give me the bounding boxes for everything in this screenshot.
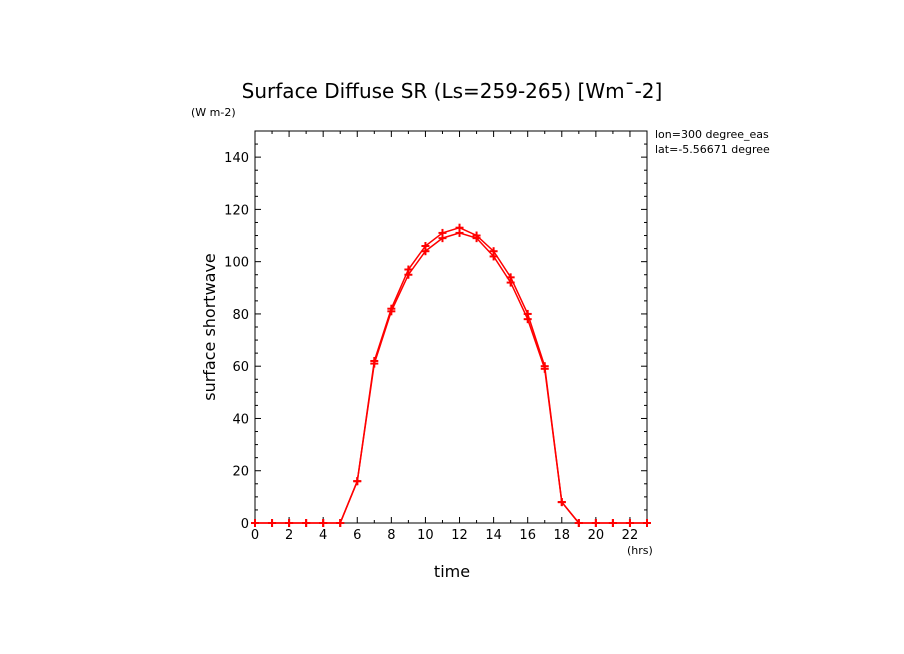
- data-point: [387, 304, 396, 313]
- data-point: [251, 519, 259, 527]
- y-tick-label: 40: [232, 412, 249, 427]
- data-point: [455, 223, 464, 232]
- data-series: [251, 223, 651, 527]
- y-axis-label: surface shortwave: [200, 253, 219, 401]
- data-point: [625, 519, 634, 527]
- plot-frame: [254, 130, 648, 524]
- y-unit-label: (W m-2): [191, 106, 236, 119]
- x-axis-label: time: [434, 562, 470, 581]
- data-point: [421, 241, 430, 250]
- data-point: [557, 498, 566, 507]
- series-line: [255, 226, 647, 524]
- data-point: [268, 519, 277, 527]
- x-tick-label: 6: [353, 528, 361, 543]
- y-tick-label: 0: [241, 517, 249, 532]
- data-point: [591, 519, 600, 527]
- data-point: [319, 519, 328, 527]
- data-point: [643, 519, 651, 527]
- data-point: [523, 309, 532, 318]
- annotation-lon: lon=300 degree_eas: [655, 128, 769, 141]
- x-unit-label: (hrs): [627, 544, 653, 557]
- y-tick-label: 100: [224, 256, 249, 271]
- data-point: [285, 519, 294, 527]
- x-tick-label: 8: [387, 528, 395, 543]
- y-tick-label: 80: [232, 308, 249, 323]
- y-tick-label: 120: [224, 203, 249, 218]
- x-tick-label: 10: [417, 528, 434, 543]
- data-point: [574, 519, 583, 527]
- x-tick-label: 18: [554, 528, 571, 543]
- data-point: [404, 265, 413, 274]
- axis-ticks: 0 2 4 6 8 10 12 14 16 18 20 22 0 20 40 60 80 100 120 140: [224, 130, 648, 543]
- data-point: [540, 362, 549, 371]
- y-tick-label: 20: [232, 465, 249, 480]
- chart-title: Surface Diffuse SR (Ls=259-265) [Wm¯-2]: [242, 79, 663, 103]
- data-point: [608, 519, 617, 527]
- data-point: [438, 228, 447, 237]
- data-point: [472, 231, 481, 240]
- x-tick-label: 14: [485, 528, 502, 543]
- data-point: [489, 247, 498, 256]
- data-point: [370, 356, 379, 365]
- data-point: [336, 519, 345, 527]
- data-point: [506, 273, 515, 282]
- series-line: [255, 232, 647, 524]
- x-tick-label: 4: [319, 528, 327, 543]
- x-tick-label: 12: [451, 528, 468, 543]
- data-point: [302, 519, 311, 527]
- annotation-lat: lat=-5.56671 degree: [655, 143, 770, 156]
- data-point: [353, 477, 362, 486]
- x-tick-label: 2: [285, 528, 293, 543]
- x-tick-label: 16: [519, 528, 536, 543]
- y-tick-label: 60: [232, 360, 249, 375]
- y-tick-label: 140: [224, 151, 249, 166]
- x-tick-label: 0: [251, 528, 259, 543]
- x-tick-label: 22: [622, 528, 639, 543]
- x-tick-label: 20: [588, 528, 605, 543]
